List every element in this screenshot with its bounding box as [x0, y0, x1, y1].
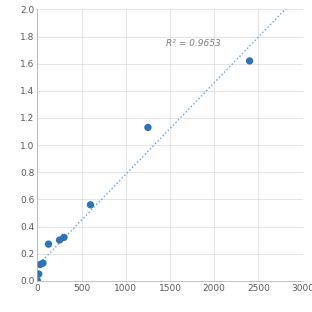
Point [46, 242, 51, 247]
Point [61, 235, 66, 240]
Point [41, 261, 46, 266]
Point [145, 125, 150, 130]
Point [37, 262, 42, 267]
Text: R² = 0.9653: R² = 0.9653 [166, 39, 220, 48]
Point [36, 271, 41, 276]
Point [35, 278, 40, 283]
Point [88, 202, 93, 207]
Point [57, 238, 62, 243]
Point [247, 58, 252, 63]
